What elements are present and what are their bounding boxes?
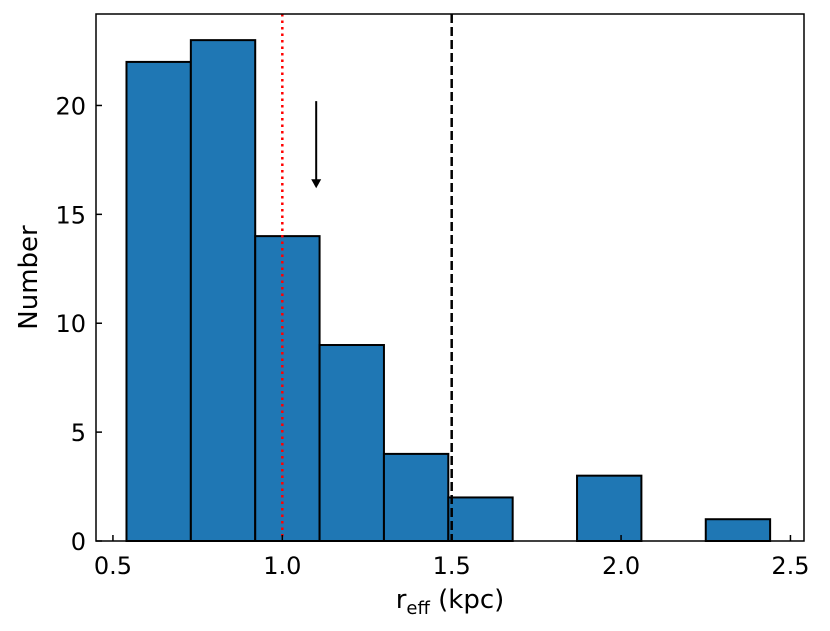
x-axis-label-sub: eff [406, 598, 430, 619]
reference-lines [281, 14, 453, 541]
x-tick-label: 1.5 [433, 552, 471, 580]
histogram-bar [447, 496, 514, 543]
y-axis-label: Number [14, 225, 44, 330]
x-axis-ticks: 0.5 1.0 1.5 2.0 2.5 [94, 535, 810, 580]
x-axis-label: reff (kpc) [396, 585, 505, 619]
x-axis-label-unit: (kpc) [430, 585, 504, 615]
y-tick-label: 5 [71, 419, 86, 447]
arrow-annotation [311, 101, 322, 189]
histogram-bar [382, 452, 450, 542]
histogram-bar [318, 344, 385, 542]
y-axis-ticks: 0 5 10 15 20 [55, 92, 102, 556]
plot-frame [95, 13, 805, 542]
y-tick-label: 15 [55, 201, 86, 229]
histogram-bars [125, 39, 772, 543]
histogram-bar [189, 39, 257, 542]
y-tick-label: 20 [55, 92, 86, 120]
arrow-head [311, 179, 322, 189]
histogram-bar [704, 518, 772, 543]
x-tick-label: 1.0 [263, 552, 301, 580]
x-tick-label: 0.5 [94, 552, 132, 580]
y-tick-label: 10 [55, 310, 86, 338]
x-axis-label-main: r [396, 585, 407, 615]
histogram-bar [125, 60, 192, 543]
y-tick-label: 0 [71, 528, 86, 556]
histogram-bar [576, 474, 643, 543]
x-tick-label: 2.5 [771, 552, 809, 580]
x-tick-label: 2.0 [602, 552, 640, 580]
histogram-bar [254, 235, 321, 542]
